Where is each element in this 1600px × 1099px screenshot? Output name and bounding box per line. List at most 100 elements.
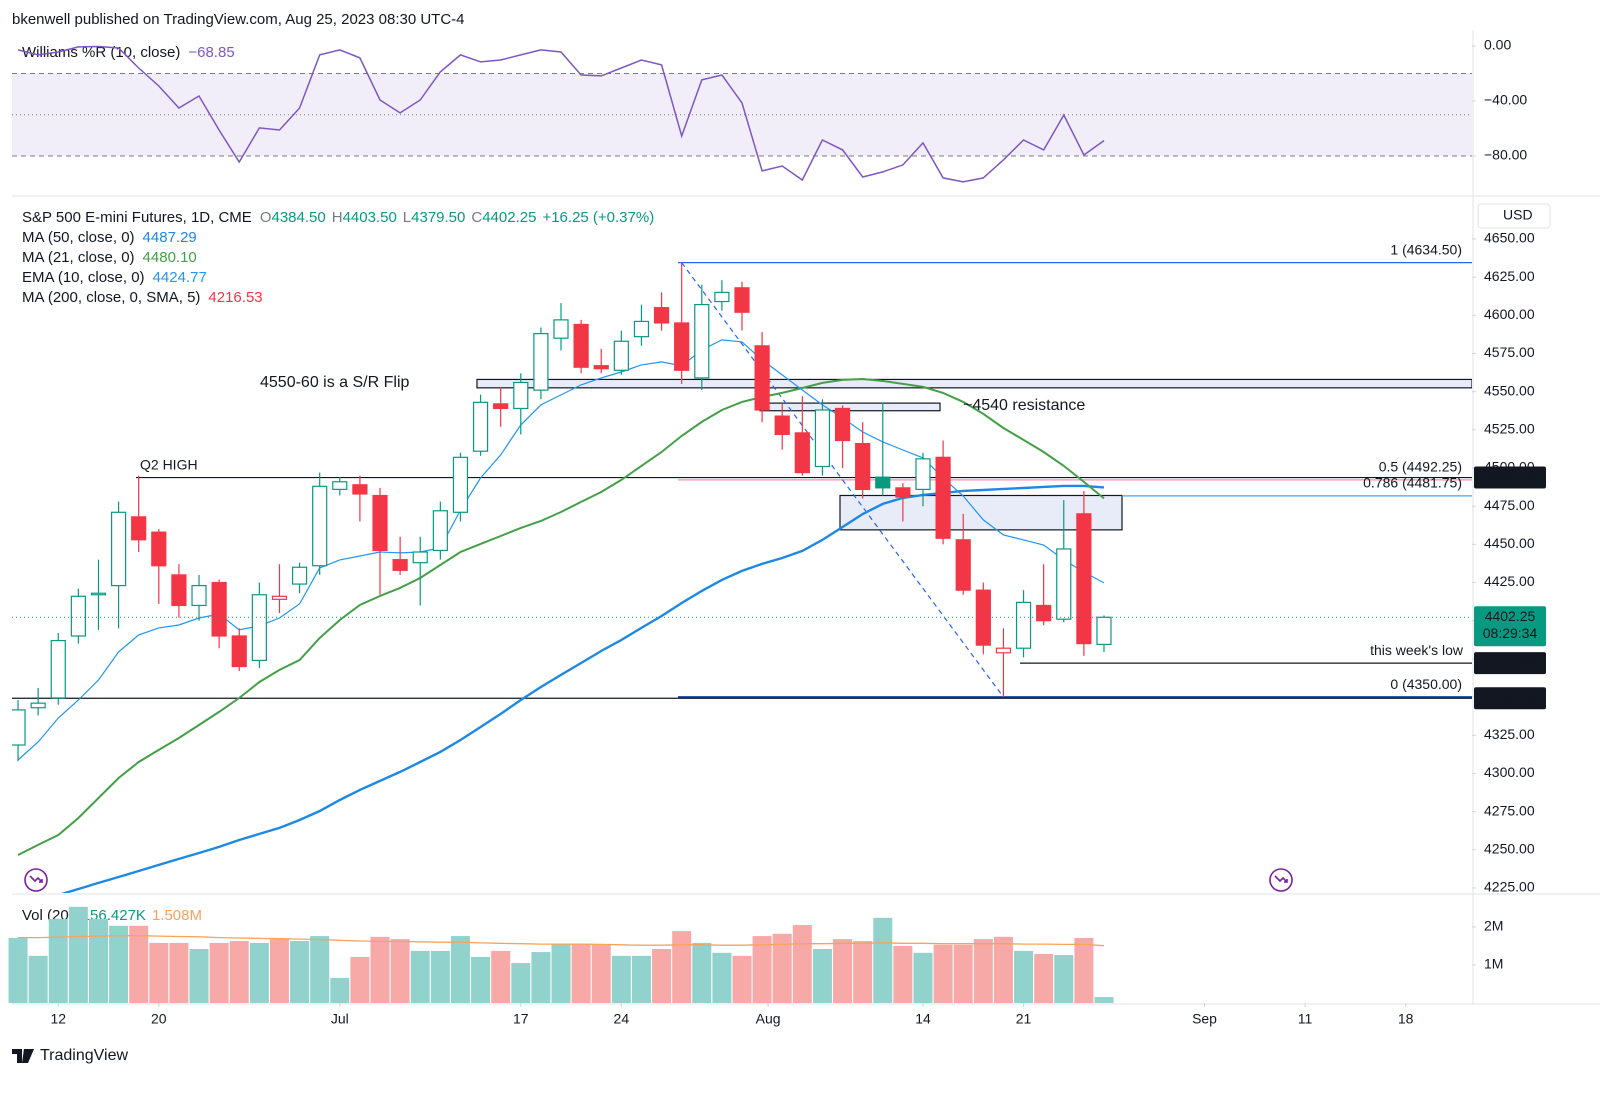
volume-bar <box>752 936 772 1003</box>
x-tick-label: 14 <box>915 1011 931 1027</box>
price-line-label: 4372.25 <box>1485 654 1536 670</box>
main-legend: S&P 500 E-mini Futures, 1D, CME O4384.50 H… <box>22 209 654 226</box>
candle-body <box>794 432 810 474</box>
study-name: MA (50, close, 0) <box>22 229 135 246</box>
x-tick-label: 20 <box>151 1011 167 1027</box>
candle-body <box>593 365 609 370</box>
volume-bar <box>1094 997 1114 1003</box>
volume-bar <box>169 942 189 1003</box>
ohlc-key: H <box>332 209 343 226</box>
candle-body <box>171 574 187 607</box>
ohlc-key: O <box>260 209 272 226</box>
change: +16.25 (+0.37%) <box>542 209 654 226</box>
volume-bar <box>149 942 169 1003</box>
study-name: MA (21, close, 0) <box>22 249 135 266</box>
volume-bar <box>631 955 651 1003</box>
candle-body <box>814 409 831 468</box>
williams-tick-label: −40.00 <box>1484 92 1527 108</box>
volume-bar <box>410 950 430 1003</box>
volume-bar <box>913 952 933 1003</box>
y-tick-label: 4250.00 <box>1484 840 1535 856</box>
study-legend: EMA (10, close, 0) 4424.77 <box>22 269 207 286</box>
volume-ma-line <box>18 935 1105 947</box>
chart-nav-icon[interactable] <box>1269 868 1293 892</box>
y-tick-label: 4225.00 <box>1484 879 1535 895</box>
last-price-box <box>1474 606 1546 647</box>
williams-tick-label: −80.00 <box>1484 147 1527 163</box>
y-tick-label: 4300.00 <box>1484 764 1535 780</box>
williams-pane <box>12 45 1472 183</box>
volume-bar <box>973 939 993 1003</box>
candle-body <box>613 340 629 371</box>
volume-tick-label: 2M <box>1484 918 1503 934</box>
candle-body <box>90 592 107 596</box>
x-tick-label: 17 <box>513 1011 529 1027</box>
candle-body <box>915 458 931 490</box>
candle-body <box>110 511 127 587</box>
candle-body <box>70 595 86 637</box>
candle-body <box>1056 548 1072 620</box>
candle-body <box>30 702 46 709</box>
volume-bar <box>109 925 129 1003</box>
volume-bar <box>511 963 531 1003</box>
volume-bar <box>1054 955 1074 1003</box>
volume-bar <box>591 944 611 1003</box>
footer-logo <box>12 1049 34 1063</box>
volume-bar <box>390 939 410 1003</box>
volume-bar <box>28 955 48 1003</box>
candle-body <box>533 333 549 391</box>
study-name: MA (200, close, 0, SMA, 5) <box>22 289 200 306</box>
volume-bar <box>430 950 450 1003</box>
y-tick-label: 4625.00 <box>1484 268 1535 284</box>
y-tick-label: 4575.00 <box>1484 344 1535 360</box>
price-line-note: Q2 HIGH <box>140 456 198 472</box>
candle-body <box>352 484 368 495</box>
candle-body <box>955 539 971 591</box>
nav-icon-arrow <box>1274 875 1288 883</box>
y-tick-label: 4600.00 <box>1484 306 1535 322</box>
volume-bar <box>1034 953 1054 1003</box>
y-tick-label: 4550.00 <box>1484 382 1535 398</box>
volume-bar <box>450 936 470 1003</box>
study-value: 4487.29 <box>143 229 197 246</box>
volume-bar <box>571 944 591 1003</box>
candle-body <box>271 595 288 600</box>
candle-body <box>553 319 569 339</box>
publish-header: bkenwell published on TradingView.com, A… <box>12 11 465 28</box>
candle-body <box>291 566 308 585</box>
volume-ma-value: 1.508M <box>152 907 202 924</box>
volume-bar <box>269 939 289 1003</box>
zone-note: ~4540 resistance <box>963 397 1085 414</box>
last-price-label: 4402.25 <box>1485 608 1536 624</box>
candle-body <box>995 647 1012 654</box>
candle-body <box>653 307 670 324</box>
currency-box[interactable] <box>1477 203 1551 229</box>
volume-bar <box>611 955 631 1003</box>
candle-body <box>191 584 207 607</box>
williams-line <box>17 45 1105 183</box>
y-tick-label: 4525.00 <box>1484 421 1535 437</box>
candle-body <box>452 456 469 513</box>
candle-body <box>472 401 489 452</box>
volume-tick-label: 1M <box>1484 956 1503 972</box>
study-line <box>17 377 1105 856</box>
candle-body <box>312 485 328 567</box>
fib-label: 0 (4350.00) <box>1390 676 1462 692</box>
zone <box>476 378 1472 389</box>
candle-body <box>633 320 650 338</box>
volume-bar <box>672 931 692 1003</box>
candle-body <box>1015 601 1032 649</box>
y-tick-label: 4425.00 <box>1484 573 1535 589</box>
volume-bar <box>491 950 511 1003</box>
ohlc-value: 4402.25 <box>482 209 536 226</box>
chart-nav-icon[interactable] <box>24 868 48 892</box>
volume-bar <box>772 933 792 1003</box>
x-tick-label: 18 <box>1398 1011 1414 1027</box>
candle-body <box>754 345 770 411</box>
volume-bar <box>833 939 853 1003</box>
x-tick-label: Aug <box>756 1011 781 1027</box>
logo-mark <box>12 1049 34 1063</box>
currency-label[interactable]: USD <box>1503 207 1533 223</box>
